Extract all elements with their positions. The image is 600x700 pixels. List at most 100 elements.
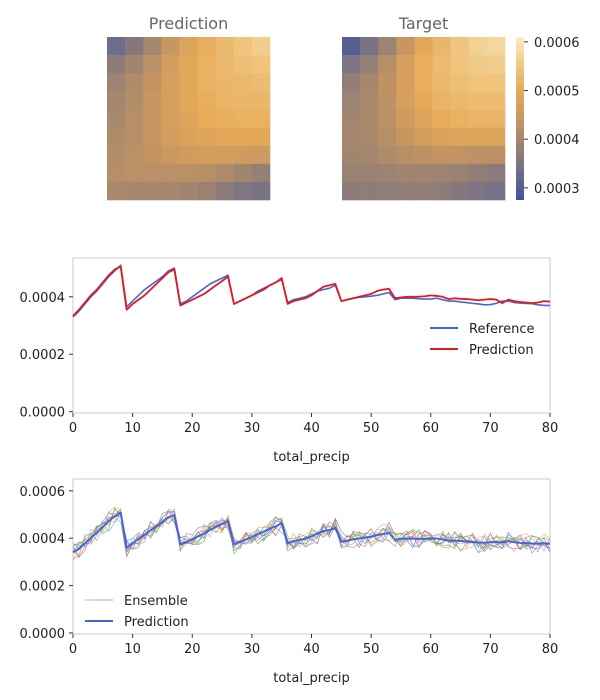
heatmap-cell (107, 181, 126, 201)
heatmap-cell (161, 163, 180, 183)
heatmap-cell (125, 91, 144, 110)
heatmap-cell (396, 181, 415, 201)
heatmap-cell (179, 163, 198, 183)
heatmap-cell (215, 181, 235, 201)
heatmap-cell (342, 73, 361, 92)
heatmap-target-title: Target (398, 14, 449, 33)
line-chart-reference-prediction: 0 10 20 30 40 50 60 70 80 0.0000 0.0002 0.0004 tota… (20, 257, 559, 465)
heatmap-cell (486, 127, 506, 146)
heatmap-cell (468, 127, 488, 146)
heatmap-cell (486, 181, 506, 201)
heatmap-cell (161, 109, 180, 128)
x-tick-label: 70 (482, 642, 499, 657)
heatmap-cell (432, 127, 451, 146)
line-chart-2-series (72, 506, 551, 561)
x-tick-label: 50 (363, 421, 380, 436)
x-tick-label: 0 (69, 421, 77, 436)
heatmap-cell (215, 91, 235, 110)
line-chart-1-legend: Reference Prediction (430, 322, 534, 358)
heatmap-cell (468, 55, 488, 74)
heatmap-cell (342, 163, 361, 183)
x-tick-label: 40 (303, 421, 320, 436)
heatmap-cell (197, 127, 216, 146)
heatmap-cell (486, 73, 506, 92)
heatmap-cell (215, 163, 235, 183)
heatmap-cell (360, 163, 379, 183)
heatmap-cell (161, 181, 180, 201)
heatmap-cell (360, 127, 379, 146)
heatmap-cell (161, 145, 180, 165)
series-line-prediction (72, 265, 551, 317)
heatmap-cell (432, 181, 451, 201)
legend-label-prediction-2: Prediction (124, 615, 189, 630)
heatmap-cell (378, 145, 397, 165)
heatmap-cell (233, 109, 253, 128)
heatmap-cell (432, 145, 451, 165)
line-chart-2-legend: Ensemble Prediction (85, 594, 189, 630)
x-tick-label: 80 (542, 421, 559, 436)
x-tick-label: 30 (244, 642, 261, 657)
colorbar-gradient (516, 37, 524, 200)
heatmap-cell (486, 145, 506, 165)
heatmap-prediction: Prediction (107, 14, 271, 201)
heatmap-cell (378, 73, 397, 92)
heatmap-cell (125, 55, 144, 74)
heatmap-cell (179, 73, 198, 92)
heatmap-cell (468, 109, 488, 128)
heatmap-cell (486, 55, 506, 74)
y-tick-label: 0.0000 (20, 406, 66, 421)
heatmap-cell (251, 73, 271, 92)
heatmap-cell (432, 91, 451, 110)
colorbar-tick-label: 0.0005 (534, 85, 580, 100)
heatmap-cell (161, 91, 180, 110)
colorbar-tick-label: 0.0004 (534, 133, 580, 148)
heatmap-cell (486, 163, 506, 183)
heatmap-cell (143, 73, 162, 92)
heatmap-cell (468, 37, 488, 56)
heatmap-cell (179, 37, 198, 56)
ensemble-member-line (72, 508, 551, 557)
ensemble-member-line (72, 506, 551, 557)
heatmap-cell (414, 91, 433, 110)
heatmap-cell (486, 91, 506, 110)
heatmap-cell (233, 55, 253, 74)
x-tick-label: 40 (303, 642, 320, 657)
heatmap-cell (233, 145, 253, 165)
heatmap-cell (125, 73, 144, 92)
heatmap-cell (143, 163, 162, 183)
heatmap-cell (414, 37, 433, 56)
heatmap-cell (107, 163, 126, 183)
heatmap-cell (215, 127, 235, 146)
y-tick-label: 0.0006 (20, 485, 66, 500)
heatmap-cell (486, 109, 506, 128)
heatmap-cell (161, 73, 180, 92)
heatmap-cell (143, 145, 162, 165)
heatmap-cell (179, 91, 198, 110)
line-chart-1-xlabel: total_precip (273, 450, 350, 465)
heatmap-cell (450, 145, 470, 165)
y-tick-label: 0.0002 (20, 580, 66, 595)
heatmap-cell (360, 91, 379, 110)
heatmap-cell (342, 55, 361, 74)
heatmap-cell (233, 37, 253, 56)
heatmap-cell (342, 127, 361, 146)
heatmap-cell (450, 73, 470, 92)
heatmap-cell (197, 181, 216, 201)
heatmap-cell (107, 37, 126, 56)
colorbar: 0.0003 0.0004 0.0005 0.0006 (516, 36, 580, 200)
heatmap-cell (468, 145, 488, 165)
line-chart-2-axes: 0 10 20 30 40 50 60 70 80 0.0000 0.0002 0.0004 0.000… (20, 478, 558, 657)
heatmap-cell (233, 163, 253, 183)
heatmap-cell (197, 163, 216, 183)
heatmap-cell (450, 127, 470, 146)
colorbar-tick-label: 0.0003 (534, 182, 580, 197)
heatmap-cell (143, 109, 162, 128)
heatmap-cell (378, 163, 397, 183)
heatmap-cell (179, 127, 198, 146)
heatmap-cell (468, 181, 488, 201)
x-tick-label: 60 (422, 642, 439, 657)
heatmap-cell (414, 73, 433, 92)
line-chart-1-axes: 0 10 20 30 40 50 60 70 80 0.0000 0.0002 0.0004 (20, 257, 559, 436)
heatmap-cell (414, 181, 433, 201)
heatmap-cell (251, 37, 271, 56)
